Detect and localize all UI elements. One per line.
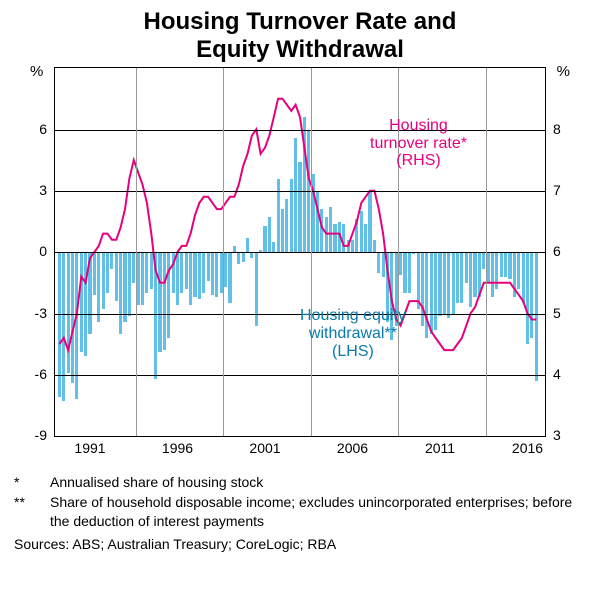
x-tick: 2016 <box>512 436 543 456</box>
turnover-label: Housingturnover rate*(RHS) <box>370 117 467 170</box>
y-right-tick: 5 <box>549 305 561 321</box>
sources: Sources: ABS; Australian Treasury; CoreL… <box>14 536 586 552</box>
plot-region: -9-6-3036345678199119962001200620112016H… <box>54 67 546 437</box>
x-tick: 2011 <box>425 436 455 456</box>
sources-label: Sources: <box>14 536 69 552</box>
x-tick: 1991 <box>74 436 105 456</box>
gridline-h <box>55 252 545 253</box>
gridline-v <box>486 68 487 436</box>
gridline-v <box>311 68 312 436</box>
y-right-tick: 4 <box>549 366 561 382</box>
gridline-h <box>55 375 545 376</box>
footnote-star-text: Annualised share of housing stock <box>50 473 263 491</box>
y-left-tick: 0 <box>17 243 51 259</box>
y-right-tick: 6 <box>549 243 561 259</box>
y-left-unit: % <box>30 63 43 80</box>
x-tick: 1996 <box>162 436 193 456</box>
gridline-v <box>136 68 137 436</box>
y-left-tick: -6 <box>17 366 51 382</box>
title-line1: Housing Turnover Rate and <box>144 8 457 35</box>
footnote-star-marker: * <box>14 473 34 491</box>
y-right-tick: 7 <box>549 182 561 198</box>
gridline-v <box>223 68 224 436</box>
y-right-unit: % <box>557 63 570 80</box>
gridline-h <box>55 191 545 192</box>
equity-label: Housing equitywithdrawal**(LHS) <box>300 307 406 360</box>
y-right-tick: 3 <box>549 427 561 443</box>
footnote-dstar-marker: ** <box>14 493 34 529</box>
footnotes: * Annualised share of housing stock ** S… <box>14 473 586 530</box>
y-left-tick: 3 <box>17 182 51 198</box>
x-tick: 2006 <box>337 436 368 456</box>
chart-title: Housing Turnover Rate and Equity Withdra… <box>14 8 586 63</box>
x-tick: 2001 <box>249 436 280 456</box>
y-left-tick: 6 <box>17 121 51 137</box>
y-left-tick: -3 <box>17 305 51 321</box>
sources-text: ABS; Australian Treasury; CoreLogic; RBA <box>72 536 336 552</box>
y-right-tick: 8 <box>549 121 561 137</box>
y-left-tick: -9 <box>17 427 51 443</box>
footnote-dstar-text: Share of household disposable income; ex… <box>50 493 586 529</box>
chart-area: % % -9-6-3036345678199119962001200620112… <box>14 67 586 467</box>
title-line2: Equity Withdrawal <box>196 36 404 63</box>
gridline-h <box>55 130 545 131</box>
